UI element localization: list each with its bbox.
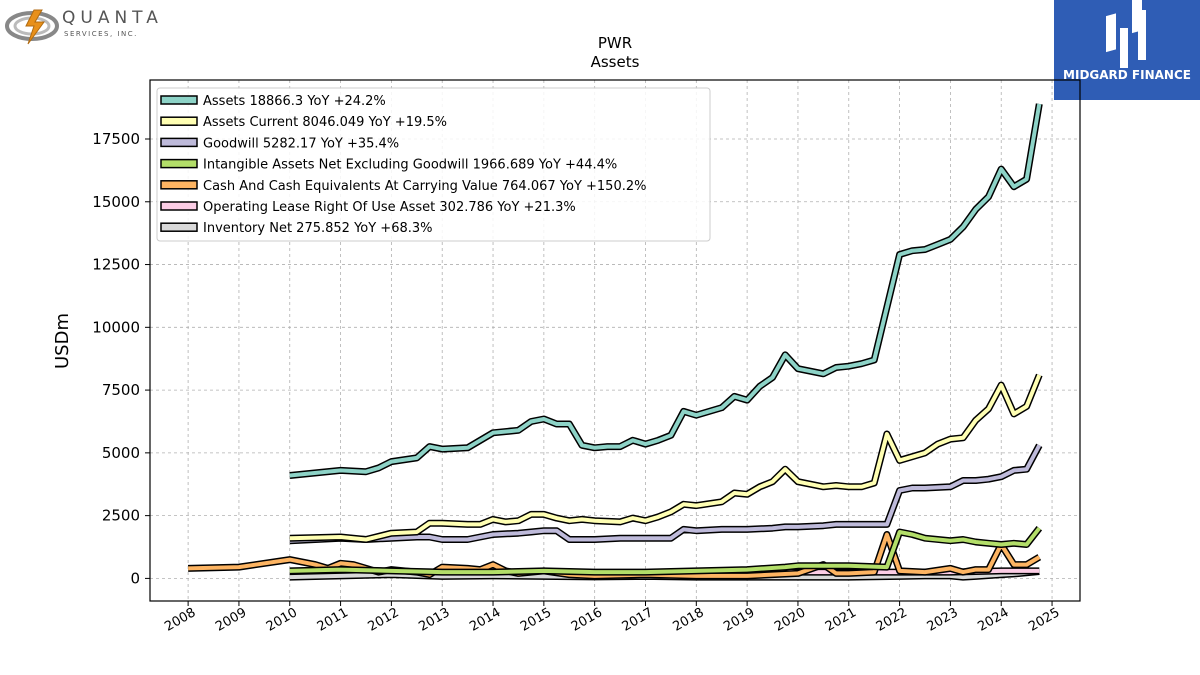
series-line — [289, 103, 1042, 478]
midgard-emblem-icon — [1106, 0, 1146, 68]
y-tick-label: 17500 — [92, 130, 140, 148]
chart-title: PWR — [598, 34, 632, 52]
y-tick-label: 15000 — [92, 193, 140, 211]
y-tick-label: 2500 — [102, 507, 140, 525]
legend-label: Cash And Cash Equivalents At Carrying Va… — [203, 179, 646, 194]
x-tick-label: 2021 — [823, 605, 859, 635]
y-tick-label: 7500 — [102, 381, 140, 399]
x-tick-label: 2014 — [467, 605, 503, 635]
legend-label: Goodwill 5282.17 YoY +35.4% — [203, 136, 399, 151]
y-axis-label: USDm — [52, 313, 73, 369]
x-tick-label: 2015 — [518, 605, 554, 635]
y-tick-label: 5000 — [102, 444, 140, 462]
x-tick-label: 2024 — [975, 605, 1011, 635]
series-lines — [188, 103, 1043, 581]
legend-swatch — [160, 116, 198, 126]
legend-swatch — [160, 222, 198, 232]
x-tick-label: 2016 — [569, 605, 605, 635]
legend-box — [156, 87, 711, 242]
x-tick-label: 2008 — [162, 605, 198, 635]
y-tick-label: 12500 — [92, 256, 140, 274]
quanta-company-name: QUANTA — [62, 8, 163, 28]
legend-item: Inventory Net 275.852 YoY +68.3% — [160, 221, 433, 236]
legend-item: Goodwill 5282.17 YoY +35.4% — [160, 136, 399, 151]
legend-item: Cash And Cash Equivalents At Carrying Va… — [160, 179, 646, 194]
legend-swatch — [160, 137, 198, 148]
y-tick-label: 10000 — [92, 318, 140, 336]
x-tick-label: 2009 — [213, 605, 249, 635]
legend-swatch — [160, 180, 198, 190]
x-tick-label: 2025 — [1026, 605, 1062, 635]
quanta-bolt-icon — [5, 9, 59, 45]
legend-label: Intangible Assets Net Excluding Goodwill… — [203, 158, 617, 173]
quanta-company-sub: SERVICES, INC. — [64, 30, 138, 38]
series-2 — [289, 443, 1043, 545]
x-tick-label: 2017 — [620, 605, 656, 635]
legend-swatch — [160, 201, 198, 211]
y-tick-label: 0 — [130, 569, 140, 587]
x-tick-label: 2022 — [874, 605, 910, 635]
legend: Assets 18866.3 YoY +24.2% Assets Current … — [156, 87, 711, 242]
legend-label: Inventory Net 275.852 YoY +68.3% — [203, 221, 433, 236]
legend-item: Assets Current 8046.049 YoY +19.5% — [160, 115, 447, 130]
legend-label: Operating Lease Right Of Use Asset 302.7… — [203, 200, 576, 215]
x-tick-label: 2018 — [670, 605, 706, 635]
legend-label: Assets 18866.3 YoY +24.2% — [203, 94, 386, 109]
x-tick-label: 2010 — [264, 605, 300, 635]
midgard-finance-name: MIDGARD FINANCE — [1063, 68, 1191, 82]
x-tick-label: 2012 — [366, 605, 402, 635]
series-1 — [289, 373, 1043, 543]
series-line — [289, 374, 1042, 542]
series-line — [289, 444, 1042, 543]
chart-subtitle: Assets — [591, 53, 640, 71]
series-line — [289, 526, 1041, 575]
legend-swatch — [160, 95, 198, 105]
x-tick-label: 2013 — [416, 605, 452, 635]
legend-item: Assets 18866.3 YoY +24.2% — [160, 94, 386, 109]
series-0 — [289, 103, 1043, 479]
legend-item: Operating Lease Right Of Use Asset 302.7… — [160, 200, 576, 215]
x-tick-label: 2011 — [315, 605, 351, 635]
quanta-logo — [4, 4, 164, 48]
series-3 — [289, 526, 1043, 576]
legend-swatch — [160, 158, 198, 169]
midgard-finance-logo: MIDGARD FINANCE — [1054, 0, 1200, 100]
legend-item: Intangible Assets Net Excluding Goodwill… — [160, 158, 617, 173]
plot-frame — [149, 79, 1081, 602]
x-tick-label: 2019 — [721, 605, 757, 635]
x-tick-label: 2023 — [925, 605, 961, 635]
legend-label: Assets Current 8046.049 YoY +19.5% — [203, 115, 447, 130]
x-tick-label: 2020 — [772, 605, 808, 635]
